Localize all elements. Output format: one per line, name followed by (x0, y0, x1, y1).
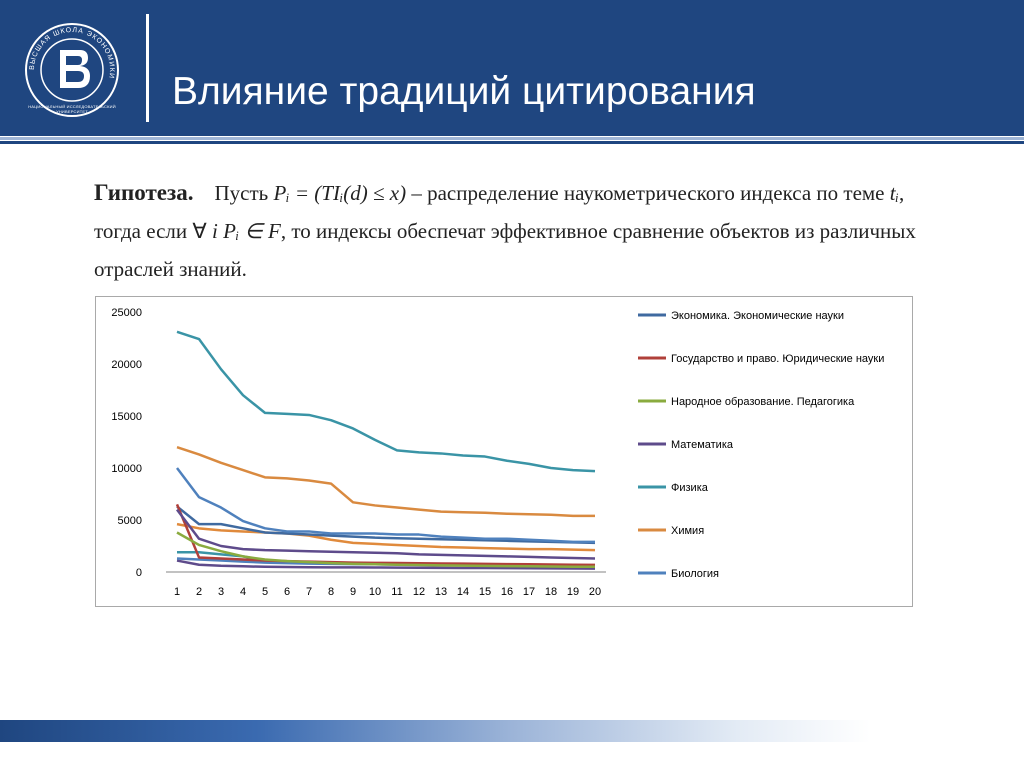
hypothesis-formula-1: Pᵢ = (TIᵢ(d) ≤ x) (273, 181, 407, 205)
x-tick-label: 19 (567, 586, 579, 598)
series-line-1 (176, 505, 596, 545)
hypothesis-part-4: , то индексы обеспечат эффективное сравн… (94, 219, 916, 281)
series-line-5 (176, 330, 596, 473)
x-tick-label: 9 (350, 586, 356, 598)
series-line-4 (176, 508, 596, 560)
x-tick-label: 13 (435, 586, 447, 598)
hypothesis-formula-2: tᵢ (889, 181, 899, 205)
y-tick-label: 25000 (111, 307, 142, 319)
header-rule-dark (0, 141, 1024, 144)
x-tick-label: 11 (391, 586, 402, 598)
hypothesis-label: Гипотеза. (94, 180, 194, 205)
series-line-extra-1 (176, 522, 596, 552)
legend-label: Математика (671, 439, 734, 451)
university-logo: ВЫСШАЯ ШКОЛА ЭКОНОМИКИ (25, 23, 119, 117)
series-line-2 (175, 503, 596, 567)
legend-label: Государство и право. Юридические науки (671, 353, 884, 365)
y-tick-label: 20000 (111, 359, 142, 371)
x-tick-label: 20 (589, 586, 601, 598)
series-line-6 (176, 446, 595, 518)
line-chart: 0 5000 10000 15000 20000 25000 1 2 3 4 5 6 7 8 9 10 11 12… (95, 296, 913, 607)
header-rule-light (0, 137, 1024, 140)
logo-caption: НАЦИОНАЛЬНЫЙ ИССЛЕДОВАТЕЛЬСКИЙ УНИВЕРСИТ… (28, 104, 116, 114)
x-tick-label: 12 (413, 586, 425, 598)
x-tick-label: 6 (284, 586, 290, 598)
x-tick-label: 15 (479, 586, 491, 598)
x-tick-label: 14 (457, 586, 469, 598)
legend-label: Народное образование. Педагогика (671, 396, 855, 408)
x-tick-label: 17 (523, 586, 535, 598)
hypothesis-part-3: , тогда если ∀ (94, 181, 905, 243)
logo-monogram-icon (60, 50, 90, 88)
hypothesis-text: Гипотеза. Пусть Pᵢ = (TIᵢ(d) ≤ x) – расп… (94, 174, 944, 288)
legend-label: Экономика. Экономические науки (671, 310, 844, 322)
x-tick-label: 16 (501, 586, 513, 598)
legend-label: Химия (671, 525, 704, 537)
x-tick-label: 2 (196, 586, 202, 598)
x-tick-label: 5 (262, 586, 268, 598)
y-tick-label: 5000 (118, 515, 142, 527)
series-line-3 (176, 531, 596, 569)
hypothesis-part-1: Пусть (214, 181, 274, 205)
legend-label: Физика (671, 482, 709, 494)
x-tick-label: 1 (174, 586, 180, 598)
x-tick-label: 7 (306, 586, 312, 598)
footer-bar (0, 720, 1024, 742)
x-tick-label: 18 (545, 586, 557, 598)
y-tick-label: 10000 (111, 463, 142, 475)
x-tick-label: 3 (218, 586, 224, 598)
series-line-extra-3 (176, 559, 596, 570)
slide-header: ВЫСШАЯ ШКОЛА ЭКОНОМИКИ НАЦИОНАЛЬНЫЙ ИССЛ… (0, 0, 1024, 136)
slide-title: Влияние традиций цитирования (172, 70, 756, 113)
legend-label: Биология (671, 568, 719, 580)
y-tick-label: 15000 (111, 411, 142, 423)
header-divider (146, 14, 149, 122)
x-tick-label: 10 (369, 586, 381, 598)
hypothesis-formula-3: i Pᵢ ∈ F (211, 219, 281, 243)
x-tick-label: 4 (240, 586, 246, 598)
y-tick-label: 0 (136, 567, 142, 579)
x-tick-label: 8 (328, 586, 334, 598)
hypothesis-part-2: – распределение наукометрического индекс… (406, 181, 890, 205)
series-line-7 (176, 467, 595, 544)
